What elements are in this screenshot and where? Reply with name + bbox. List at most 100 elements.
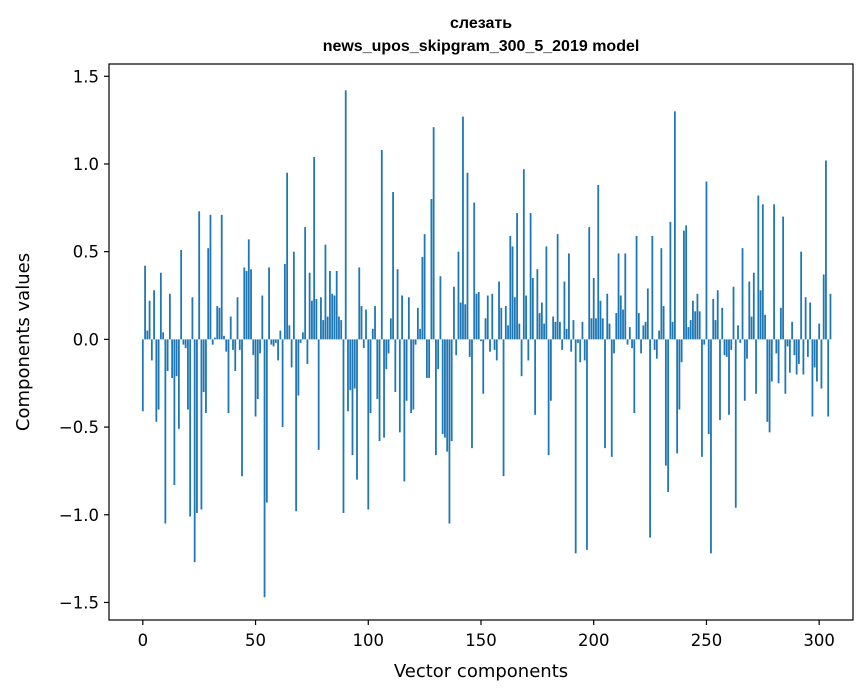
bar — [768, 339, 771, 433]
bar — [356, 339, 358, 480]
bar — [583, 339, 586, 361]
bar — [673, 111, 676, 340]
bar — [180, 249, 183, 340]
bar — [743, 339, 746, 401]
bar — [520, 339, 523, 377]
bar — [365, 309, 367, 340]
bar — [423, 234, 426, 340]
bar — [513, 297, 516, 340]
bar — [155, 339, 158, 422]
bar — [324, 244, 327, 340]
bar — [191, 297, 194, 340]
bar — [577, 339, 579, 343]
bar — [507, 325, 509, 340]
bar — [534, 339, 537, 415]
bar — [590, 318, 593, 340]
bar — [270, 339, 273, 345]
bar — [349, 339, 352, 391]
bar — [804, 297, 807, 340]
bar — [757, 195, 760, 340]
bar — [148, 300, 151, 340]
bar — [150, 339, 153, 361]
chart-subtitle: news_upos_skipgram_300_5_2019 model — [323, 38, 640, 55]
bar — [719, 339, 721, 421]
bar — [491, 293, 494, 340]
bar — [229, 316, 232, 340]
x-tick-label: 300 — [803, 631, 835, 650]
bar — [761, 204, 764, 340]
bar — [320, 297, 322, 340]
bar — [662, 306, 665, 340]
bar — [254, 339, 257, 417]
bar — [615, 313, 618, 340]
bar — [701, 339, 703, 457]
bar — [184, 339, 187, 349]
bar — [811, 339, 814, 417]
bar — [168, 293, 171, 340]
bar — [793, 339, 796, 356]
bar — [256, 339, 259, 399]
bar — [511, 246, 514, 340]
bar — [220, 214, 223, 340]
bar — [746, 339, 748, 359]
bar — [374, 306, 376, 340]
bar — [259, 339, 261, 354]
bar — [809, 302, 812, 340]
bar — [351, 339, 354, 456]
bar — [265, 339, 268, 503]
bar — [329, 270, 331, 340]
bar — [712, 299, 715, 340]
bar — [572, 320, 575, 340]
bar — [462, 116, 464, 340]
bar — [288, 325, 291, 340]
bar — [822, 274, 825, 340]
bar — [791, 321, 794, 340]
bar — [739, 339, 742, 343]
bar — [556, 234, 559, 340]
y-tick-label: 1.0 — [73, 155, 99, 174]
bar — [818, 323, 821, 340]
bar — [245, 270, 248, 340]
x-tick-label: 200 — [578, 631, 610, 650]
bar — [498, 281, 500, 340]
bar — [554, 321, 557, 340]
bar — [277, 339, 279, 361]
bar — [405, 339, 408, 401]
bar — [547, 339, 550, 456]
bar — [581, 321, 584, 340]
bar — [734, 339, 737, 508]
y-tick-label: −1.0 — [59, 506, 99, 525]
x-axis-ticks: 0 50 100 150 200 250 300 — [138, 620, 835, 650]
bar — [813, 339, 816, 368]
bar — [286, 172, 289, 340]
bar — [655, 339, 658, 359]
bar — [252, 339, 255, 356]
bar — [527, 339, 530, 361]
bar — [678, 339, 681, 410]
bar — [389, 318, 392, 340]
bar — [335, 270, 338, 340]
bar — [189, 339, 192, 517]
bar — [410, 339, 413, 414]
bar — [646, 288, 649, 340]
bar — [599, 300, 602, 340]
bar — [317, 339, 320, 450]
bar — [595, 318, 597, 340]
bar — [608, 323, 611, 340]
bar — [671, 321, 674, 340]
bar — [820, 339, 823, 389]
bar — [430, 199, 433, 340]
bar — [658, 330, 661, 340]
bar — [475, 293, 478, 340]
bar — [563, 281, 566, 340]
bar — [385, 339, 388, 370]
bar — [764, 314, 766, 340]
y-tick-label: 1.5 — [73, 67, 99, 86]
bar — [800, 251, 803, 340]
bar — [241, 339, 243, 477]
bar — [829, 293, 832, 340]
bar — [486, 295, 489, 340]
bar — [290, 339, 293, 368]
bar — [622, 309, 624, 340]
bar — [549, 339, 552, 401]
